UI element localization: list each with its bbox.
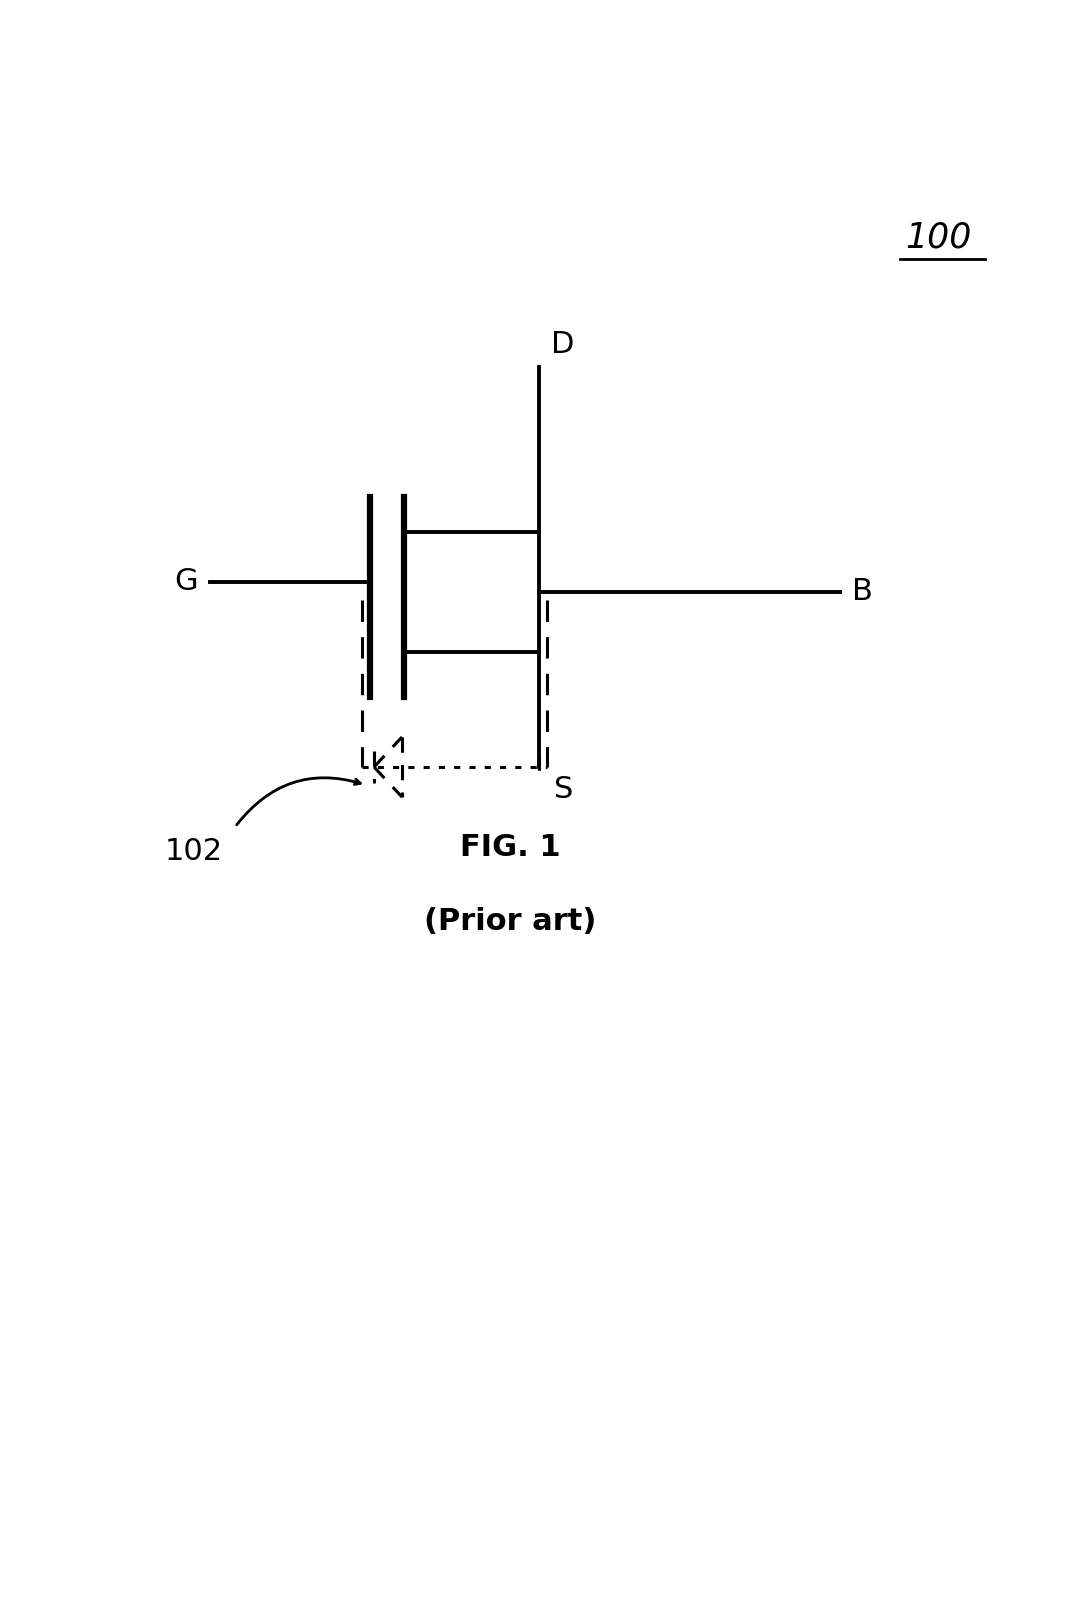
Text: G: G bbox=[175, 567, 197, 597]
Text: FIG. 1: FIG. 1 bbox=[460, 832, 560, 861]
Text: 100: 100 bbox=[905, 220, 971, 254]
Text: (Prior art): (Prior art) bbox=[424, 907, 596, 936]
Text: D: D bbox=[551, 331, 574, 359]
Text: S: S bbox=[554, 775, 573, 803]
Text: 102: 102 bbox=[165, 837, 224, 867]
Text: B: B bbox=[852, 578, 872, 607]
